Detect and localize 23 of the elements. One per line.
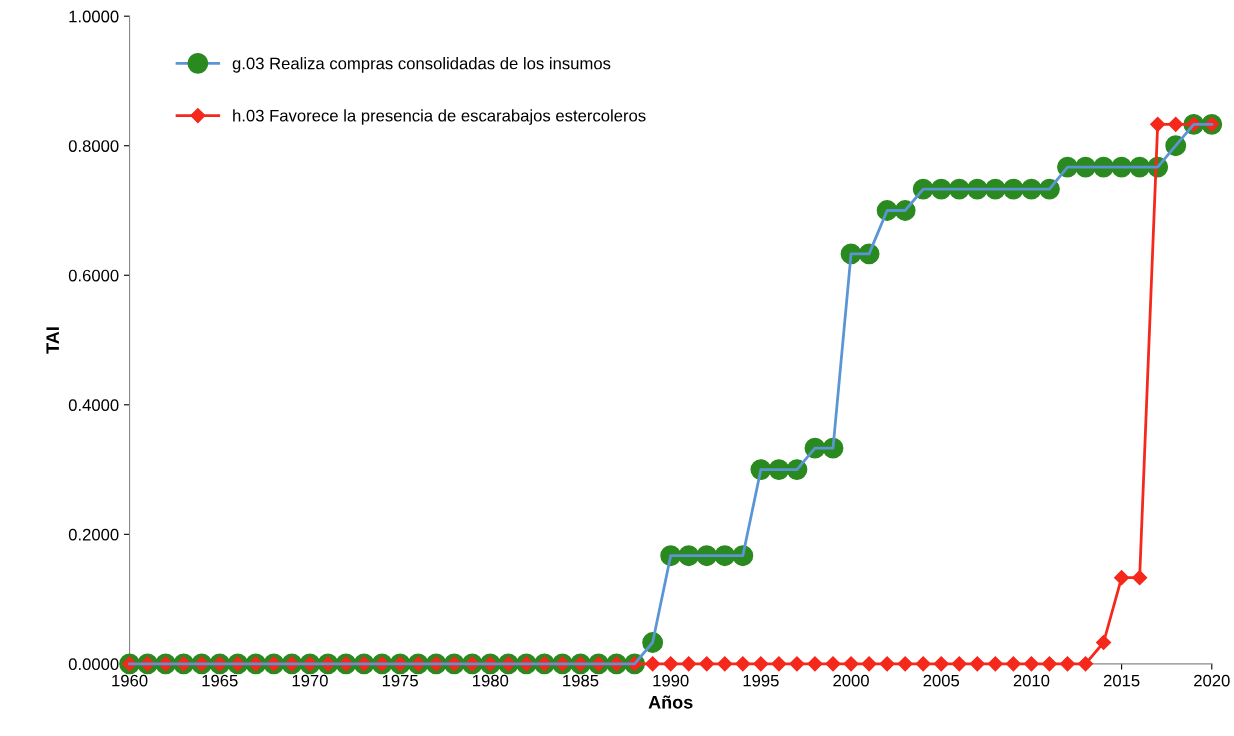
x-tick-label: 2010	[1013, 674, 1050, 687]
x-tick-label: 1970	[292, 674, 328, 687]
y-tick-label: 0.6000	[68, 269, 119, 282]
x-axis-title: Años	[648, 695, 693, 709]
x-tick-label: 2005	[923, 674, 960, 687]
y-tick-label: 0.2000	[68, 528, 119, 541]
x-tick-label: 1960	[112, 674, 148, 687]
y-tick-label: 1.0000	[69, 10, 119, 23]
y-tick-label: 0.4000	[68, 399, 119, 411]
x-tick-label: 1995	[743, 674, 779, 687]
y-axis-title: TAI	[46, 327, 59, 354]
legend-label: h.03 Favorece la presencia de escarabajos estercoleros	[233, 109, 646, 125]
x-tick-label: 1980	[473, 674, 509, 687]
x-tick-label: 1975	[382, 674, 418, 687]
legend-label: g.03 Realiza compras consolidadas de los insumos	[232, 57, 611, 73]
x-tick-label: 2020	[1194, 674, 1230, 687]
y-tick-label: 0.0000	[68, 658, 119, 671]
x-tick-label: 1985	[563, 674, 599, 687]
x-tick-label: 2000	[833, 674, 869, 687]
x-tick-label: 1965	[202, 674, 238, 687]
y-tick-label: 0.8000	[68, 140, 119, 152]
x-tick-label: 1990	[653, 674, 689, 687]
x-tick-label: 2015	[1103, 674, 1140, 687]
